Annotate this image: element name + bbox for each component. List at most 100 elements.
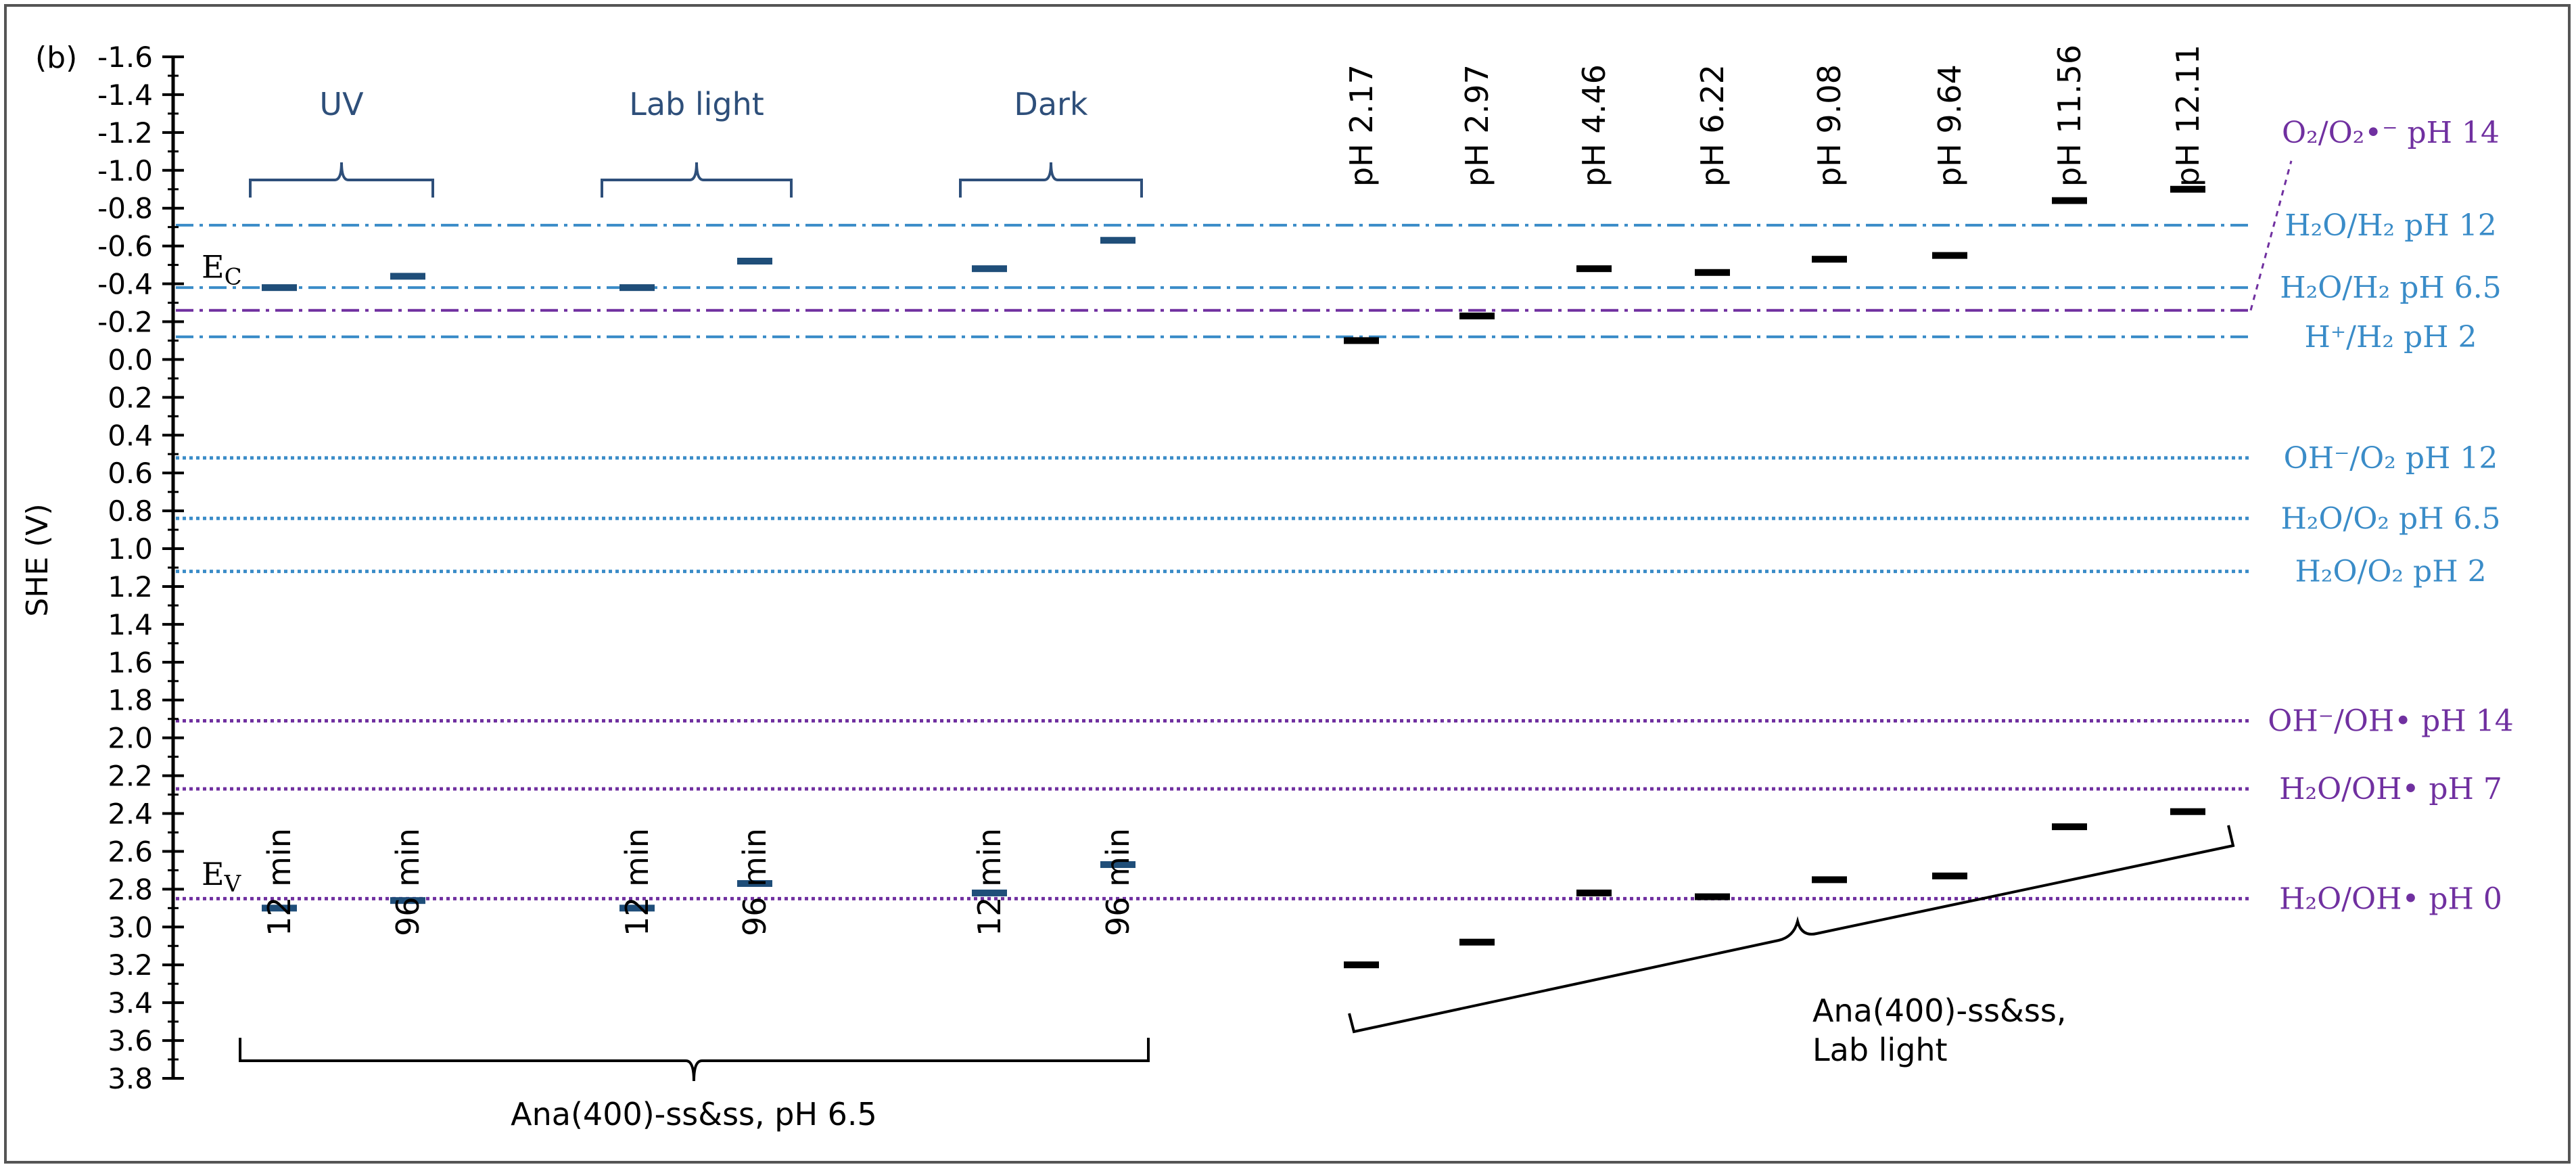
ph-ec-marker-2 [1576,265,1612,273]
y-tick-label-1: -1.4 [97,78,153,112]
ec-marker-0-1 [390,273,425,280]
reference-line-label-9: H₂O/OH• pH 0 [2279,881,2502,916]
time-label-1-0: 12 min [619,828,655,936]
ev-marker-1-0 [619,904,655,912]
y-tick-label-14: 1.2 [108,570,153,603]
ev-marker-0-0 [262,904,297,912]
y-tick-label-21: 2.6 [108,835,153,868]
ec-marker-0-0 [262,284,297,292]
ph-label-6: pH 11.56 [2051,45,2088,187]
group-label-2: Dark [1014,86,1088,122]
left-series-brace [239,1038,1150,1082]
group-brace-2 [959,162,1143,198]
ev-marker-2-1 [1100,861,1135,869]
text-layer: H₂O/H₂ pH 12 H₂O/H₂ pH 6.5 H⁺/H₂ pH 2 OH⁻/O… [20,41,2514,1132]
ph-label-1: pH 2.97 [1459,64,1495,187]
ph-ev-marker-6 [2052,823,2087,831]
y-tick-label-0: -1.6 [97,41,153,74]
ph-ev-marker-7 [2170,808,2205,815]
ph-series-brace [1348,825,2235,1034]
group-label-1: Lab light [629,86,764,122]
panel-label: (b) [35,41,77,75]
reference-line-label-4: OH⁻/O₂ pH 12 [2284,441,2498,476]
ph-ec-marker-0 [1344,337,1379,344]
time-label-2-1: 96 min [1100,828,1136,936]
ph-label-5: pH 9.64 [1931,64,1968,187]
ev-marker-1-1 [737,879,772,887]
group-brace-1 [601,162,793,198]
braces-layer [239,162,2235,1082]
reference-line-label-8: H₂O/OH• pH 7 [2279,772,2502,806]
ec-marker-2-1 [1100,237,1135,244]
ph-label-2: pH 4.46 [1576,64,1612,187]
ev-marker-2-0 [972,889,1007,896]
time-label-0-0: 12 min [261,828,298,936]
y-tick-label-23: 3.0 [108,911,153,944]
left-series-label: Ana(400)-ss&ss, pH 6.5 [511,1096,877,1132]
y-axis-title: SHE (V) [20,503,55,616]
ec-marker-2-0 [972,265,1007,273]
ph-label-4: pH 9.08 [1811,64,1848,187]
ev-marker-0-1 [390,897,425,904]
ph-ec-marker-5 [1932,252,1967,259]
ph-ec-marker-4 [1812,256,1847,263]
y-tick-label-2: -1.2 [97,116,153,150]
y-tick-label-26: 3.6 [108,1024,153,1057]
ph-ev-marker-3 [1695,893,1730,900]
ph-ec-marker-1 [1459,313,1495,320]
y-tick-label-19: 2.2 [108,760,153,793]
y-tick-label-24: 3.2 [108,948,153,982]
y-tick-label-15: 1.4 [108,608,153,641]
ph-ev-marker-5 [1932,872,1967,879]
ph-label-7: pH 12.11 [2170,45,2206,187]
group-label-0: UV [319,86,364,122]
ph-label-3: pH 6.22 [1694,64,1731,187]
y-tick-label-8: 0.0 [108,343,153,376]
reference-line-label-7: OH⁻/OH• pH 14 [2268,704,2513,739]
ph-ev-marker-0 [1344,961,1379,969]
marks-layer [262,185,2205,969]
chart-frame: H₂O/H₂ pH 12 H₂O/H₂ pH 6.5 H⁺/H₂ pH 2 OH⁻/O… [4,4,2571,1164]
ec-marker-1-0 [619,284,655,292]
ph-series-label-line-1: Lab light [1812,1032,1948,1068]
reference-line-label-6: H₂O/O₂ pH 2 [2295,555,2486,589]
y-tick-label-20: 2.4 [108,798,153,831]
time-label-2-0: 12 min [971,828,1008,936]
y-tick-label-17: 1.8 [108,684,153,717]
ec-marker-1-1 [737,258,772,265]
time-label-0-1: 96 min [390,828,426,936]
ph-series-label-line-0: Ana(400)-ss&ss, [1812,992,2066,1029]
ph-ec-marker-6 [2052,197,2087,204]
y-tick-label-5: -0.6 [97,230,153,263]
band-edge-chart: H₂O/H₂ pH 12 H₂O/H₂ pH 6.5 H⁺/H₂ pH 2 OH⁻/O… [20,41,2514,1132]
y-tick-label-7: -0.2 [97,305,153,338]
y-tick-label-22: 2.8 [108,873,153,906]
ph-ec-marker-3 [1695,269,1730,276]
ph-ev-marker-2 [1576,889,1612,896]
y-tick-label-9: 0.2 [108,381,153,414]
ec-band-label: EC [202,248,242,290]
reference-line-label-1: H₂O/H₂ pH 6.5 [2280,271,2501,305]
top-label-connector [2249,160,2293,311]
y-tick-label-10: 0.4 [108,419,153,452]
y-tick-label-25: 3.4 [108,986,153,1019]
ph-label-0: pH 2.17 [1343,64,1380,187]
reference-line-label-5: H₂O/O₂ pH 6.5 [2280,501,2500,536]
ev-band-label: EV [202,856,242,898]
reference-lines-layer [176,160,2293,900]
y-tick-label-18: 2.0 [108,722,153,755]
y-tick-label-16: 1.6 [108,646,153,679]
y-tick-label-3: -1.0 [97,154,153,187]
reference-line-label-0: H₂O/H₂ pH 12 [2285,208,2496,243]
y-tick-label-11: 0.6 [108,457,153,490]
reference-line-label-3: H⁺/H₂ pH 2 [2305,320,2477,354]
y-tick-label-6: -0.4 [97,268,153,301]
time-label-1-1: 96 min [736,828,773,936]
y-tick-label-4: -0.8 [97,192,153,225]
y-tick-label-27: 3.8 [108,1062,153,1095]
top-reference-label: O₂/O₂•⁻ pH 14 [2282,116,2500,150]
y-tick-label-13: 1.0 [108,532,153,566]
group-brace-0 [249,162,434,198]
ph-ev-marker-1 [1459,938,1495,946]
y-tick-label-12: 0.8 [108,495,153,528]
